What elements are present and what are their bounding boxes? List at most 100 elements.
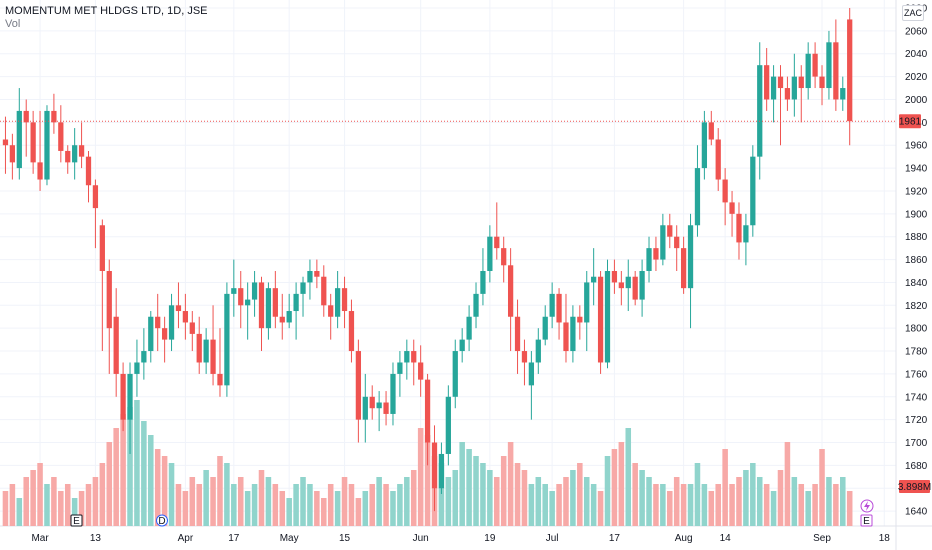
candle-body bbox=[245, 299, 251, 306]
volume-bar bbox=[632, 463, 638, 526]
volume-bar bbox=[341, 477, 348, 526]
volume-bar bbox=[805, 491, 811, 526]
time-tick-label: 13 bbox=[90, 533, 102, 544]
volume-bar bbox=[64, 484, 71, 526]
volume-bar bbox=[272, 484, 279, 526]
price-axis[interactable]: 1640166016801700172017401760178018001820… bbox=[905, 4, 928, 518]
currency-badge[interactable]: ZAC bbox=[902, 5, 924, 21]
candle-body bbox=[833, 42, 839, 100]
candle-body bbox=[65, 150, 71, 163]
price-tick-label: 2020 bbox=[905, 72, 928, 83]
candle-body bbox=[134, 362, 140, 374]
candle-body bbox=[362, 396, 368, 420]
candle-body bbox=[328, 305, 334, 317]
volume-bar bbox=[424, 435, 431, 526]
volume-bar bbox=[535, 477, 542, 526]
volume-bar bbox=[528, 484, 535, 526]
candle-body bbox=[92, 185, 99, 209]
volume-bar bbox=[750, 463, 756, 526]
time-tick-label: Apr bbox=[178, 533, 194, 544]
candle-body bbox=[106, 271, 112, 329]
candle-body bbox=[168, 305, 175, 340]
last-price-badge-text: 1981 bbox=[899, 117, 922, 128]
candle-body bbox=[424, 379, 431, 443]
volume-bar bbox=[23, 477, 29, 526]
candle-body bbox=[355, 351, 362, 420]
earnings-marker-label: E bbox=[73, 516, 80, 527]
price-tick-label: 1960 bbox=[905, 141, 928, 152]
lightning-icon bbox=[864, 501, 870, 511]
candle-body bbox=[611, 271, 618, 283]
price-tick-label: 1700 bbox=[905, 438, 928, 449]
candle-body bbox=[840, 88, 846, 100]
volume-bar bbox=[376, 477, 382, 526]
volume-bar bbox=[660, 484, 666, 526]
candle-body bbox=[819, 76, 825, 89]
candle-body bbox=[369, 396, 375, 409]
volume-bar bbox=[556, 484, 562, 526]
volume-indicator-label[interactable]: Vol bbox=[5, 18, 21, 30]
volume-bar bbox=[563, 477, 569, 526]
volume-bar bbox=[507, 442, 514, 526]
volume-bar bbox=[701, 484, 708, 526]
candlesticks bbox=[2, 8, 853, 512]
volume-bar bbox=[244, 491, 251, 526]
volume-bar bbox=[106, 442, 113, 526]
volume-bar bbox=[417, 428, 424, 526]
volume-bar bbox=[2, 491, 9, 526]
volume-bar bbox=[120, 414, 126, 526]
volume-bar bbox=[452, 470, 459, 526]
candle-body bbox=[307, 271, 313, 283]
volume-badge bbox=[899, 480, 930, 493]
candle-body bbox=[480, 271, 486, 294]
candle-body bbox=[680, 248, 687, 289]
candle-body bbox=[438, 453, 445, 489]
candle-body bbox=[16, 110, 22, 169]
candle-body bbox=[120, 373, 126, 420]
candle-body bbox=[653, 248, 659, 260]
time-axis[interactable]: Mar 13 Apr 17 May 15 Jun 19 Jul 17 Aug 14 Sep 18 bbox=[31, 533, 890, 544]
price-tick-label: 1860 bbox=[905, 255, 928, 266]
symbol-title[interactable]: MOMENTUM MET HLDGS LTD, 1D, JSE bbox=[5, 5, 208, 17]
earnings-marker-upcoming-label: E bbox=[863, 516, 870, 527]
volume-bar bbox=[784, 442, 791, 526]
candle-body bbox=[37, 162, 43, 180]
volume-bar bbox=[348, 484, 355, 526]
candle-body bbox=[777, 76, 784, 89]
volume-bar bbox=[812, 484, 818, 526]
volume-bar bbox=[203, 470, 209, 526]
candle-body bbox=[501, 248, 507, 266]
volume-bar bbox=[182, 491, 189, 526]
volume-bar bbox=[51, 477, 57, 526]
axis-badges: 1981 3.898M bbox=[898, 114, 931, 493]
time-tick-label: 19 bbox=[484, 533, 496, 544]
volume-bar bbox=[756, 477, 763, 526]
candle-body bbox=[51, 110, 57, 123]
time-tick-label: 14 bbox=[720, 533, 732, 544]
volume-bar bbox=[217, 456, 223, 526]
volume-bar bbox=[500, 456, 507, 526]
volume-badge-text: 3.898M bbox=[898, 482, 931, 493]
dividend-marker-label: D bbox=[158, 516, 165, 527]
volume-bar bbox=[604, 456, 611, 526]
volume-bar bbox=[85, 484, 92, 526]
candle-body bbox=[397, 362, 403, 374]
price-tick-label: 1820 bbox=[905, 301, 928, 312]
volume-bar bbox=[673, 477, 680, 526]
candle-body bbox=[632, 276, 638, 300]
volume-bar bbox=[78, 491, 85, 526]
volume-bar bbox=[154, 449, 161, 526]
candle-body bbox=[521, 351, 528, 363]
candle-body bbox=[798, 76, 804, 89]
volume-bar bbox=[321, 498, 327, 526]
candle-body bbox=[604, 271, 611, 363]
candle-body bbox=[265, 288, 272, 329]
candle-body bbox=[584, 282, 590, 323]
candle-body bbox=[231, 288, 237, 294]
candle-body bbox=[251, 282, 258, 300]
time-tick-label: May bbox=[280, 533, 299, 544]
dividend-marker bbox=[156, 514, 168, 527]
candle-body bbox=[30, 122, 36, 163]
